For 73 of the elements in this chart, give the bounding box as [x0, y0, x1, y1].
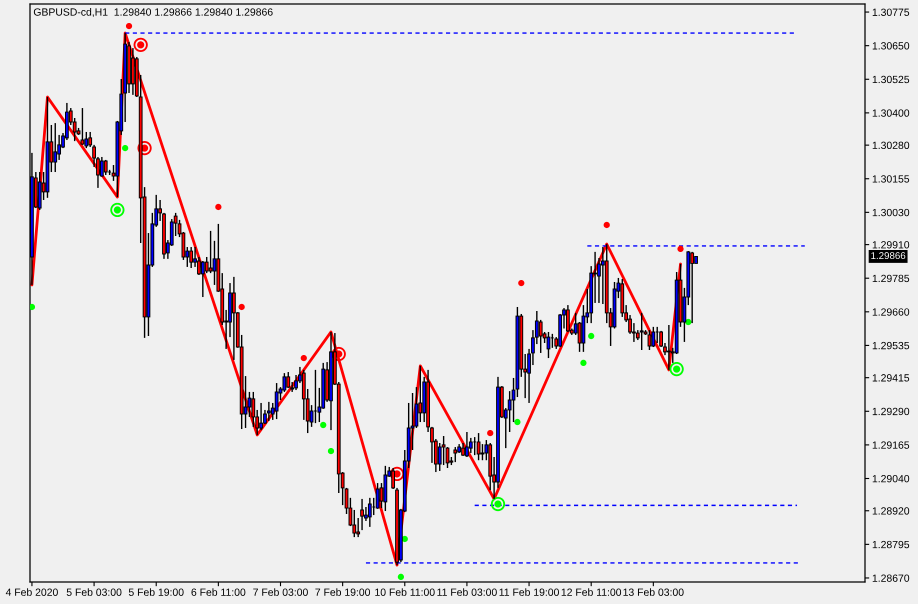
y-tick-label: 1.29415: [872, 374, 910, 382]
candlestick: [80, 107, 84, 146]
x-tick-label: 7 Feb 19:00: [315, 588, 370, 596]
y-tick-label: 1.29290: [872, 408, 910, 416]
y-tick-label: 1.29040: [872, 475, 910, 482]
y-tick-label: 1.29785: [872, 274, 910, 282]
candlestick: [360, 498, 364, 531]
candlestick: [232, 276, 236, 361]
point: [320, 422, 326, 428]
point: [580, 360, 587, 366]
point: [677, 246, 684, 252]
candlestick: [476, 432, 480, 461]
text: 1.29866: [871, 252, 906, 260]
x-tick-label: 5 Feb 19:00: [128, 588, 184, 596]
y-tick-label: 1.30525: [872, 76, 910, 84]
candlestick: [208, 230, 212, 274]
candlestick: [274, 382, 278, 420]
point: [126, 22, 132, 30]
y-tick-label: 1.30400: [872, 109, 910, 117]
point: [487, 430, 494, 436]
x-tick-label: 4 Feb 2020: [6, 588, 58, 596]
y-tick-label: 1.28920: [872, 507, 910, 515]
candlestick: [200, 260, 205, 298]
point: [518, 280, 524, 286]
candlestick: [566, 304, 570, 333]
y-tick-label: 1.30030: [872, 208, 910, 216]
candlestick: [286, 371, 290, 389]
candlestick: [53, 122, 58, 173]
y-tick-label: 1.29660: [872, 308, 910, 316]
candlestick: [453, 446, 458, 463]
x-tick-label: 11 Feb 19:00: [500, 588, 559, 596]
point: [604, 222, 610, 228]
candlestick: [648, 329, 652, 351]
y-tick-label: 1.29910: [872, 241, 910, 248]
y-tick-label: 1.28795: [872, 540, 910, 548]
candlestick: [538, 319, 543, 354]
x-tick-label: 12 Feb 11:00: [562, 588, 622, 596]
candlestick: [104, 159, 108, 176]
candlestick: [259, 402, 263, 431]
candlestick: [189, 246, 194, 269]
x-tick-label: 11 Feb 03:00: [437, 588, 497, 596]
y-tick-label: 1.30650: [872, 42, 910, 50]
candlestick: [480, 443, 484, 461]
candlestick: [640, 312, 644, 351]
point: [514, 418, 521, 426]
candlestick: [690, 251, 694, 324]
y-tick-label: 1.30280: [872, 142, 910, 150]
point: [238, 304, 245, 310]
y-tick-label: 1.30775: [872, 8, 910, 16]
point: [300, 354, 307, 362]
point: [122, 144, 128, 152]
candlestick: [368, 497, 372, 528]
x-tick-label: 5 Feb 03:00: [66, 588, 122, 596]
chart-title: GBPUSD-cd,H1 1.29840 1.29866 1.29840 1.29866: [34, 8, 273, 17]
x-tick-label: 6 Feb 11:00: [191, 588, 246, 596]
candlestick: [651, 326, 656, 348]
point: [30, 304, 36, 310]
x-tick-label: 13 Feb 03:00: [623, 588, 684, 596]
candlestick: [666, 324, 671, 371]
x-tick-label: 7 Feb 03:00: [253, 588, 308, 596]
y-tick-label: 1.30155: [872, 175, 910, 183]
point: [215, 204, 222, 210]
point: [398, 574, 404, 580]
candlestick: [465, 431, 469, 458]
y-tick-label: 1.28670: [872, 574, 910, 582]
candlestick: [266, 401, 271, 422]
candlestick: [546, 331, 550, 359]
x-tick-label: 10 Feb 11:00: [375, 588, 435, 596]
point: [328, 448, 334, 454]
y-tick-label: 1.29165: [872, 441, 910, 449]
y-tick-label: 1.29535: [872, 342, 910, 350]
candlestick: [461, 442, 465, 457]
point: [588, 332, 594, 340]
